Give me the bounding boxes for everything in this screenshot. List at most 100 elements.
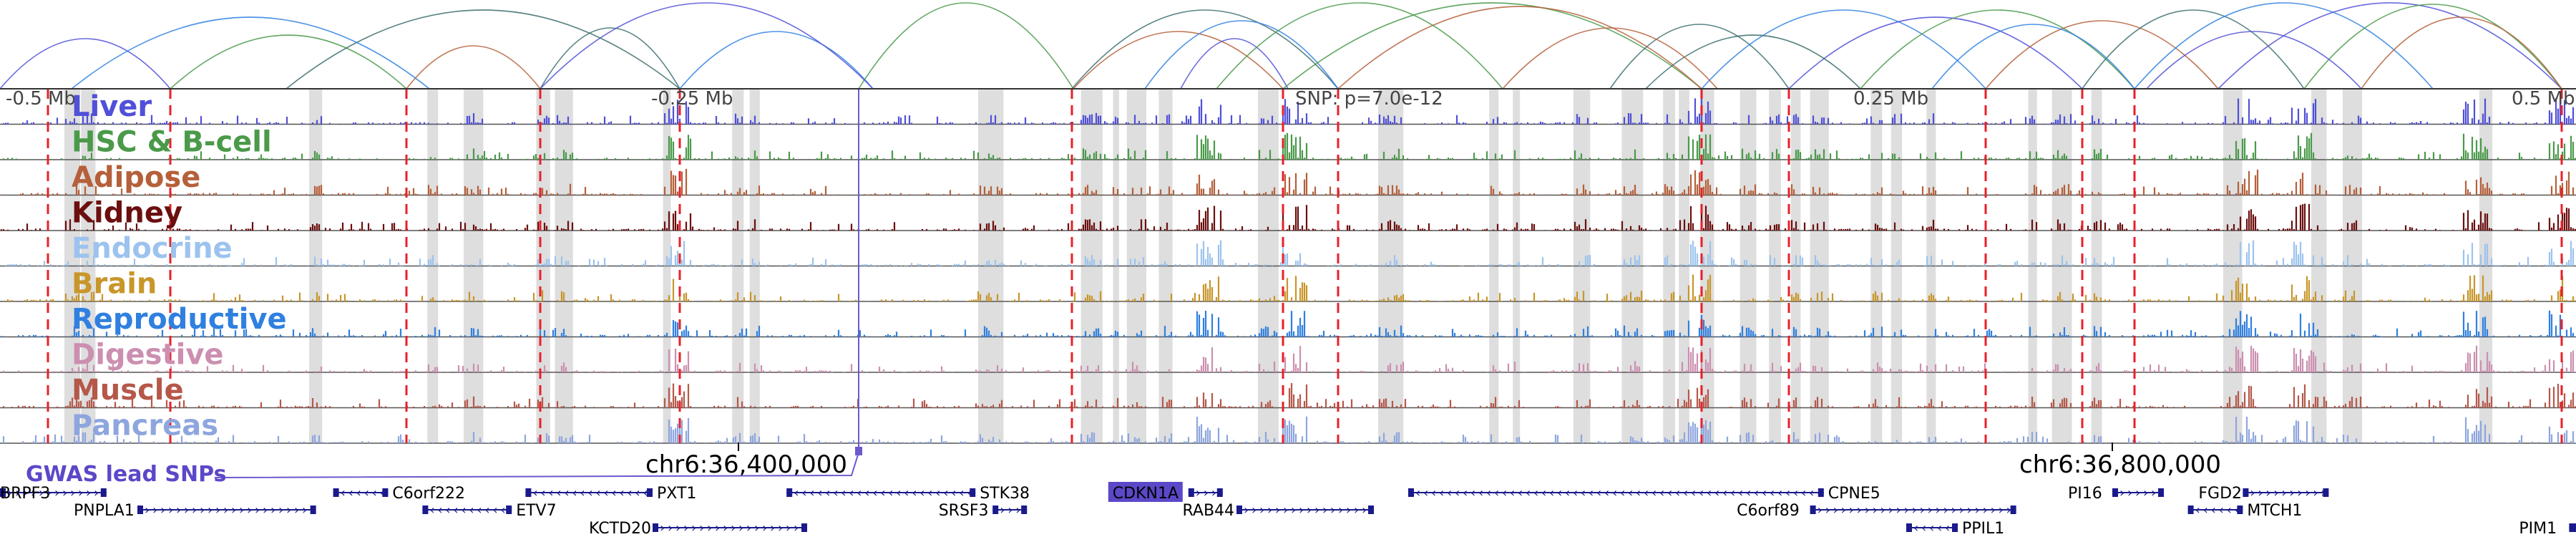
strand-arrow: › [278, 503, 283, 518]
strand-arrow: ‹ [429, 503, 434, 518]
strand-arrow: ‹ [943, 485, 948, 500]
strand-arrow: ‹ [540, 485, 545, 500]
loop-arc [2134, 2, 2434, 90]
strand-arrow: ‹ [1541, 485, 1546, 500]
loop-arc [1701, 9, 1986, 90]
strand-arrow: ‹ [1415, 485, 1420, 500]
strand-arrow: › [1211, 485, 1216, 500]
strand-arrow: ‹ [841, 485, 846, 500]
track-label: Muscle [72, 374, 184, 407]
strand-arrow: › [1259, 503, 1264, 518]
loop-arc [1282, 2, 1702, 90]
strand-arrow: ‹ [959, 485, 964, 500]
strand-arrow: › [754, 521, 759, 536]
loop-arc [2361, 16, 2562, 90]
gene-exon [1818, 488, 1824, 497]
strand-arrow: ‹ [1707, 485, 1712, 500]
gene-annotations: ››››››››››››BRPF3››››››››››››››››››››››P… [0, 482, 2576, 537]
loop-arc [679, 31, 874, 90]
strand-arrow: ‹ [356, 485, 361, 500]
strand-arrow: › [1322, 503, 1327, 518]
track-label: Liver [72, 90, 152, 123]
strand-arrow: › [184, 503, 189, 518]
strand-arrow: › [223, 503, 228, 518]
strand-arrow: › [2273, 485, 2278, 500]
strand-arrow: › [62, 485, 67, 500]
strand-arrow: › [2250, 485, 2255, 500]
gene-mtch1: ‹ ‹ ‹ ‹ ‹ ‹ MTCH1 [2187, 502, 2302, 520]
loop-arc [2146, 31, 2362, 90]
strand-arrow: ‹ [1439, 485, 1444, 500]
strand-arrow: ‹ [1644, 485, 1649, 500]
strand-arrow: › [294, 503, 299, 518]
gene-exon [1408, 488, 1414, 497]
gene-pxt1: ‹ ‹ ‹ ‹ ‹ ‹ ‹ ‹ ‹ ‹ ‹ ‹ ‹ ‹ ‹ PXT1 [525, 485, 696, 503]
strand-arrow: › [2151, 485, 2156, 500]
strand-arrow: › [1354, 503, 1359, 518]
strand-arrow: › [683, 521, 688, 536]
strand-arrow: ‹ [1557, 485, 1562, 500]
loop-arc [540, 27, 680, 90]
strand-arrow: ‹ [1447, 485, 1452, 500]
strand-arrow: ‹ [1573, 485, 1578, 500]
signal-tracks [0, 97, 2576, 444]
strand-arrow: › [1920, 503, 1925, 518]
strand-arrow: ‹ [1683, 485, 1688, 500]
strand-arrow: ‹ [1628, 485, 1633, 500]
loop-arc [1216, 2, 1503, 90]
strand-arrow: › [691, 521, 696, 536]
loop-arc [1931, 24, 2135, 90]
strand-arrow: › [239, 503, 244, 518]
strand-arrow: ‹ [572, 485, 577, 500]
strand-arrow: › [2305, 485, 2310, 500]
gene-label: C6orf89 [1737, 502, 1800, 520]
strand-arrow: ‹ [1526, 485, 1531, 500]
gene-kctd20: › › › › › › › › › › › › › › › › › ›KCTD20 [589, 520, 807, 537]
track-label: Pancreas [72, 410, 218, 442]
loop-arc [1337, 6, 1702, 90]
strand-arrow: ‹ [1722, 485, 1727, 500]
strand-arrow: ‹ [1652, 485, 1657, 500]
track-label: Kidney [72, 197, 182, 230]
strand-arrow: › [2143, 485, 2148, 500]
strand-arrow: ‹ [904, 485, 909, 500]
track-reproductive [0, 310, 2576, 338]
strand-arrow: ‹ [548, 485, 553, 500]
strand-arrow: › [1346, 503, 1351, 518]
track-liver [0, 97, 2576, 125]
strand-arrow: ‹ [2195, 503, 2200, 518]
strand-arrow: ‹ [2211, 503, 2216, 518]
gene-exon [2243, 488, 2249, 497]
strand-arrow: › [1338, 503, 1343, 518]
offset-tick-label: 0.25 Mb [1853, 88, 1928, 110]
gene-exon [333, 488, 339, 497]
strand-arrow: › [263, 503, 268, 518]
loop-arc [406, 45, 541, 90]
loop-arc [858, 2, 1074, 90]
strand-arrow: ‹ [1659, 485, 1664, 500]
strand-arrow: ‹ [1770, 485, 1775, 500]
loop-arc [540, 2, 874, 90]
strand-arrow: ‹ [461, 503, 466, 518]
gene-exon [2010, 505, 2016, 514]
strand-arrow: ‹ [580, 485, 585, 500]
strand-arrow: › [675, 521, 680, 536]
strand-arrow: ‹ [1470, 485, 1475, 500]
strand-arrow: ‹ [849, 485, 854, 500]
strand-arrow: › [78, 485, 83, 500]
gwas-connector [214, 452, 859, 478]
gene-label: SRSF3 [939, 502, 989, 520]
track-kidney [0, 203, 2576, 231]
track-signal [0, 168, 2576, 195]
strand-arrow: ‹ [1667, 485, 1672, 500]
strand-arrow: › [1967, 503, 1972, 518]
strand-arrow: ‹ [1809, 485, 1814, 500]
gene-label: RAB44 [1183, 502, 1235, 520]
strand-arrow: ‹ [2235, 503, 2240, 518]
gene-brpf3: › › › › › › › › › › › ›BRPF3 [0, 485, 107, 503]
strand-arrow: › [1307, 503, 1312, 518]
strand-arrow: ‹ [437, 503, 442, 518]
strand-arrow: › [2258, 485, 2263, 500]
strand-arrow: ‹ [1777, 485, 1782, 500]
